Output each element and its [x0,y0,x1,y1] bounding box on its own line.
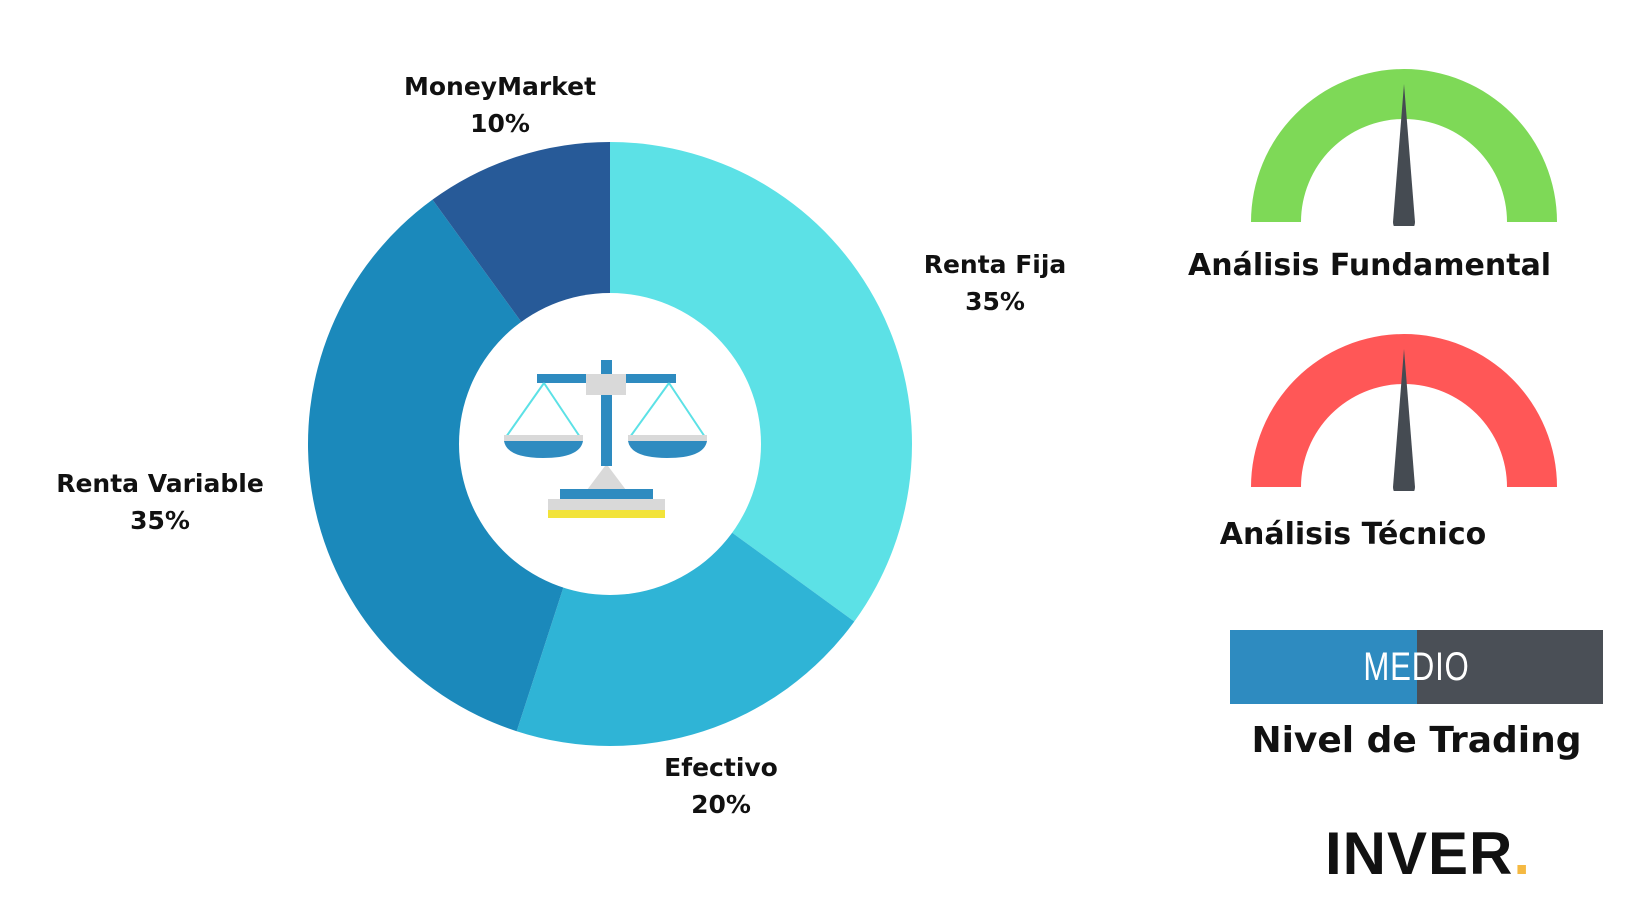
slice-category: Renta Variable [56,469,264,498]
trading-level-remainder [1416,630,1603,704]
slice-category: MoneyMarket [403,72,597,101]
gauge-title-fundamental: Análisis Fundamental [1188,248,1552,283]
slice-category: Efectivo [664,753,778,782]
gauge-arc [1251,334,1557,487]
trading-level-title: Nivel de Trading [1251,720,1582,761]
inver-logo: INVER. [1325,822,1531,886]
logo-text: INVER [1325,820,1514,887]
gauge-needle [1393,84,1415,226]
slice-category: Renta Fija [923,250,1067,279]
gauge-needle [1393,349,1415,491]
logo-dot: . [1513,820,1532,887]
technical-analysis-gauge [1251,334,1557,491]
slice-label-renta-variable: Renta Variable 35% [56,465,264,539]
gauge-arc [1251,69,1557,222]
slice-percent: 35% [130,506,190,535]
trading-level-value: MEDIO [1363,645,1470,689]
slice-percent: 35% [965,287,1025,316]
balance-scale-icon [504,360,707,518]
slice-label-moneymarket: MoneyMarket 10% [404,68,596,142]
slice-percent: 20% [691,790,751,819]
gauge-title-technical: Análisis Técnico [1219,517,1487,552]
fundamental-analysis-gauge [1251,69,1557,226]
donut-slice-renta-variable [308,199,610,732]
slice-percent: 10% [470,109,530,138]
donut-slice-renta-fija [610,142,913,622]
slice-label-renta-fija: Renta Fija 35% [924,246,1067,320]
trading-level-bar [1230,630,1603,704]
trading-level-fill [1230,630,1417,704]
slice-label-efectivo: Efectivo 20% [664,749,778,823]
